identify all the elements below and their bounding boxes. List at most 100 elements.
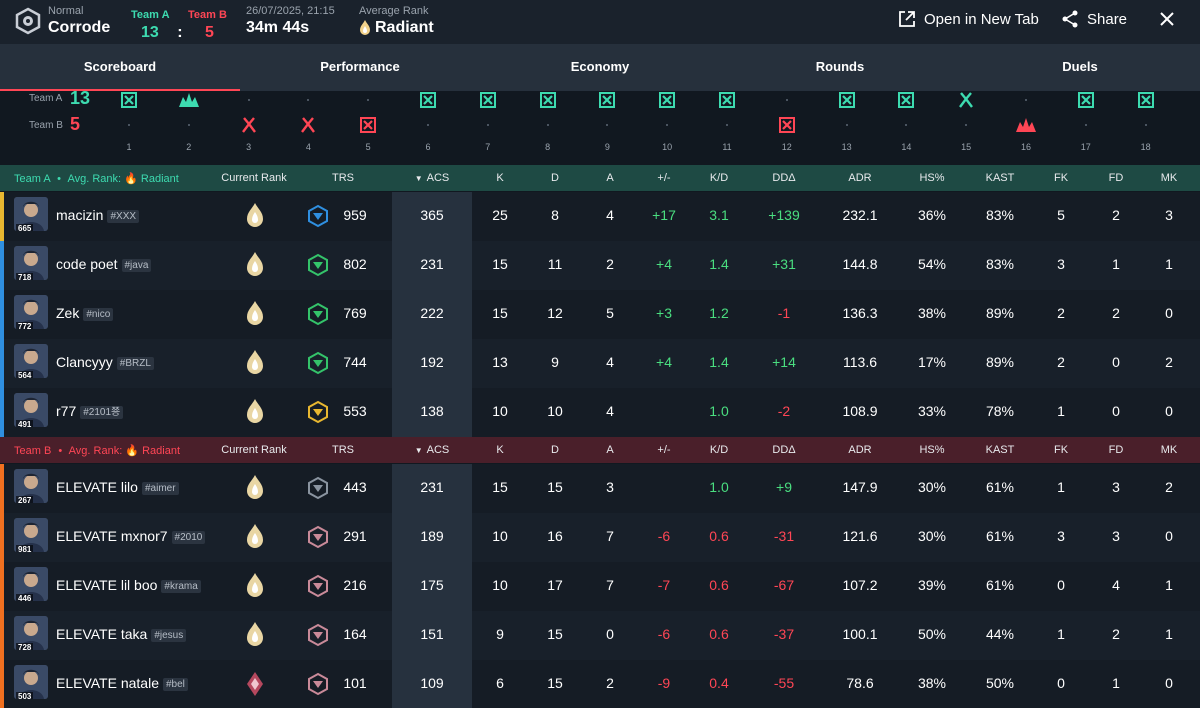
column-header-adr[interactable]: ADR [848, 172, 872, 184]
player-row[interactable]: 728 ELEVATE taka #jesus 164 151 9 15 0 -6 0.6 -37 1… [0, 611, 1200, 660]
avatar[interactable]: 267 [14, 469, 48, 503]
round-6[interactable]: 6 [408, 91, 448, 164]
round-17[interactable]: 17 [1066, 91, 1106, 164]
immortal-rank-icon [247, 672, 263, 696]
avatar[interactable]: 503 [14, 665, 48, 699]
round-number: 13 [841, 142, 852, 152]
column-header-k-d[interactable]: K/D [709, 172, 729, 184]
column-header-a[interactable]: A [606, 444, 614, 456]
column-header-kast[interactable]: KAST [985, 172, 1015, 184]
column-header-d[interactable]: D [551, 172, 559, 184]
column-header-d[interactable]: D [551, 444, 559, 456]
team-b-name: Team B [14, 445, 52, 457]
stat-a: 2 [606, 675, 614, 691]
stat-acs: 222 [420, 305, 444, 321]
timeline-team-b-label: Team B [29, 120, 63, 131]
column-header-trs[interactable]: TRS [332, 444, 354, 456]
round-15[interactable]: 15 [946, 91, 986, 164]
round-1[interactable]: 1 [109, 91, 149, 164]
player-row[interactable]: 718 code poet #java 802 231 15 11 2 +4 1.4 +31 144.… [0, 241, 1200, 290]
column-header-fd[interactable]: FD [1108, 444, 1124, 456]
column-header-current-rank[interactable]: Current Rank [221, 172, 287, 184]
column-header-k[interactable]: K [496, 172, 504, 184]
column-header-fk[interactable]: FK [1053, 172, 1069, 184]
avatar[interactable]: 981 [14, 518, 48, 552]
player-row[interactable]: 564 Clancyyy #BRZL 744 192 13 9 4 +4 1.4 +14 113.6 1… [0, 339, 1200, 388]
player-name[interactable]: code poet #java [56, 256, 152, 272]
player-row[interactable]: 446 ELEVATE lil boo #krama 216 175 10 17 7 -7 0.6… [0, 562, 1200, 611]
stat-pm: -6 [657, 528, 671, 544]
avatar[interactable]: 728 [14, 616, 48, 650]
player-name[interactable]: ELEVATE taka #jesus [56, 626, 187, 642]
round-16[interactable]: 16 [1006, 91, 1046, 164]
stat-hs: 30% [917, 528, 947, 544]
avatar[interactable]: 491 [14, 393, 48, 427]
round-14[interactable]: 14 [886, 91, 926, 164]
player-row[interactable]: 772 Zek #nico 769 222 15 12 5 +3 1.2 -1 136.3 38% 89%… [0, 290, 1200, 339]
column-header-dd-[interactable]: DDΔ [772, 444, 796, 456]
round-7[interactable]: 7 [468, 91, 508, 164]
close-button[interactable] [1159, 11, 1175, 27]
column-header-a[interactable]: A [606, 172, 614, 184]
player-name[interactable]: r77 #2101쭁 [56, 403, 124, 419]
column-header-trs[interactable]: TRS [332, 172, 354, 184]
tab-economy[interactable]: Economy [570, 59, 630, 74]
column-header-k[interactable]: K [496, 444, 504, 456]
player-row[interactable]: 665 macizin #XXX 959 365 25 8 4 +17 3.1 +139 232.1 3… [0, 192, 1200, 241]
stat-k: 13 [492, 354, 508, 370]
player-row[interactable]: 491 r77 #2101쭁 553 138 10 10 4 1.0 -2 108.9 33% 78% 1… [0, 388, 1200, 437]
round-2[interactable]: 2 [169, 91, 209, 164]
round-5[interactable]: 5 [348, 91, 388, 164]
column-header-fd[interactable]: FD [1108, 172, 1124, 184]
player-row[interactable]: 267 ELEVATE lilo #aimer 443 231 15 15 3 1.0 +9 147… [0, 464, 1200, 513]
column-header-kast[interactable]: KAST [985, 444, 1015, 456]
column-header-fk[interactable]: FK [1053, 444, 1069, 456]
player-name[interactable]: ELEVATE mxnor7 #2010 [56, 528, 206, 544]
round-8[interactable]: 8 [528, 91, 568, 164]
round-10[interactable]: 10 [647, 91, 687, 164]
avatar[interactable]: 772 [14, 295, 48, 329]
column-header-mk[interactable]: MK [1160, 444, 1178, 456]
player-name[interactable]: Clancyyy #BRZL [56, 354, 154, 370]
column-header-acs[interactable]: ▼ ACS [414, 172, 450, 184]
column-header-hs-[interactable]: HS% [919, 444, 945, 456]
round-number: 10 [662, 142, 673, 152]
player-name[interactable]: Zek #nico [56, 305, 114, 321]
tab-performance[interactable]: Performance [320, 59, 400, 74]
player-name[interactable]: ELEVATE lil boo #krama [56, 577, 201, 593]
tab-duels[interactable]: Duels [1062, 59, 1098, 74]
tab-rounds[interactable]: Rounds [815, 59, 865, 74]
player-name[interactable]: macizin #XXX [56, 207, 140, 223]
round-11[interactable]: 11 [707, 91, 747, 164]
round-9[interactable]: 9 [587, 91, 627, 164]
round-18[interactable]: 18 [1126, 91, 1166, 164]
column-header--[interactable]: +/- [657, 172, 671, 184]
player-name[interactable]: ELEVATE lilo #aimer [56, 479, 179, 495]
player-row[interactable]: 981 ELEVATE mxnor7 #2010 291 189 10 16 7 -6 0.6 -3… [0, 513, 1200, 562]
avatar[interactable]: 446 [14, 567, 48, 601]
column-header-current-rank[interactable]: Current Rank [221, 444, 287, 456]
open-new-tab-button[interactable]: Open in New Tab [898, 10, 1039, 28]
round-4[interactable]: 4 [288, 91, 328, 164]
column-header-hs-[interactable]: HS% [919, 172, 945, 184]
avatar[interactable]: 718 [14, 246, 48, 280]
stat-trs: 769 [343, 305, 367, 321]
column-header-adr[interactable]: ADR [848, 444, 872, 456]
avatar[interactable]: 665 [14, 197, 48, 231]
column-header--[interactable]: +/- [657, 444, 671, 456]
radiant-rank-icon [247, 524, 263, 548]
column-header-k-d[interactable]: K/D [709, 444, 729, 456]
column-header-dd-[interactable]: DDΔ [772, 172, 796, 184]
account-level: 772 [16, 322, 34, 329]
column-header-acs[interactable]: ▼ ACS [414, 444, 450, 456]
round-12[interactable]: 12 [767, 91, 807, 164]
tab-scoreboard[interactable]: Scoreboard [0, 44, 240, 91]
round-3[interactable]: 3 [229, 91, 269, 164]
player-row[interactable]: 503 ELEVATE natale #bel 101 109 6 15 2 -9 0.4 -55 7… [0, 660, 1200, 708]
player-name[interactable]: ELEVATE natale #bel [56, 675, 188, 691]
column-header-mk[interactable]: MK [1160, 172, 1178, 184]
share-button[interactable]: Share [1061, 10, 1127, 28]
avatar[interactable]: 564 [14, 344, 48, 378]
round-13[interactable]: 13 [827, 91, 867, 164]
tab-bar: Scoreboard Performance Economy Rounds Du… [0, 44, 1200, 91]
